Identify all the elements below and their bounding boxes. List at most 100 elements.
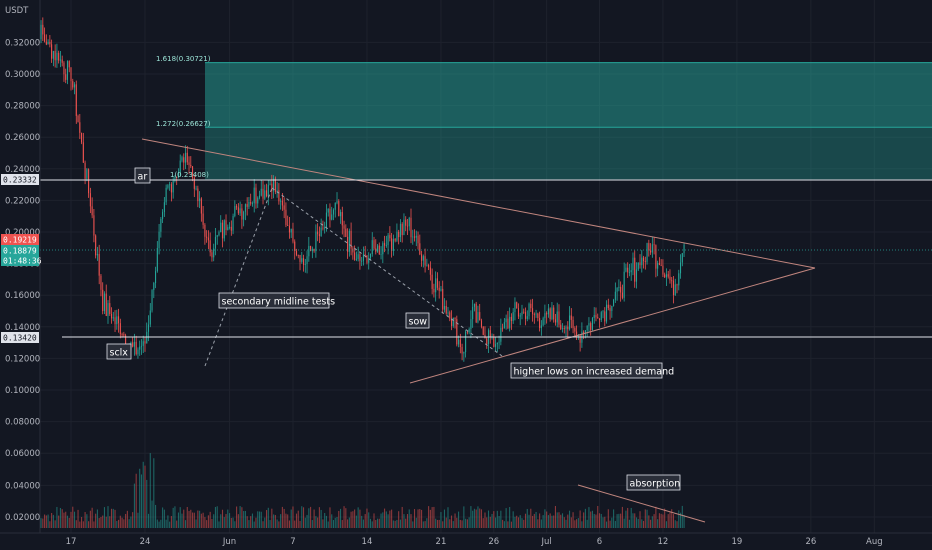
midline-up-dashed (204, 187, 273, 367)
volume-bar (479, 508, 481, 528)
volume-bar (288, 520, 290, 528)
annotation-sclx[interactable]: sclx (106, 343, 132, 360)
candle-body (436, 278, 438, 288)
descending-trendline[interactable] (141, 138, 816, 269)
candle-body (354, 252, 356, 260)
volume-bar (103, 507, 106, 528)
candle-body (137, 349, 139, 355)
volume-bar (565, 519, 567, 528)
volume-bar (597, 505, 599, 528)
volume-bar (648, 515, 650, 528)
candle-body (176, 177, 178, 178)
volume-bar (345, 508, 347, 528)
svg-text:0.19219: 0.19219 (3, 236, 37, 245)
candle-body (574, 328, 576, 332)
volume-bar (174, 506, 176, 528)
candle-body (193, 177, 195, 189)
candle-body (357, 254, 359, 259)
volume-bar (422, 521, 424, 528)
candle-body (405, 219, 407, 226)
ascending-trendline[interactable] (409, 267, 816, 384)
candle-body (650, 250, 652, 253)
candle-body (283, 205, 285, 210)
volume-bar (524, 513, 527, 528)
candle-body (172, 181, 174, 193)
candle-body (91, 206, 93, 216)
annotation-absorption[interactable]: absorption (626, 474, 681, 491)
candle-body (331, 214, 333, 220)
volume-bar (528, 514, 530, 528)
volume-bar (246, 516, 248, 528)
volume-bar (424, 521, 426, 528)
volume-bar (304, 517, 306, 528)
volume-bar (116, 520, 118, 528)
candle-body (442, 288, 444, 310)
volume-bar (211, 518, 213, 528)
volume-bar (459, 519, 461, 528)
volume-bar (73, 511, 76, 528)
volume-bar (389, 510, 391, 528)
volume-bar (523, 519, 525, 528)
candle-body (493, 336, 495, 347)
svg-text:sow: sow (409, 317, 428, 328)
svg-text:0.18879: 0.18879 (3, 247, 37, 256)
volume-bar (496, 510, 498, 528)
candle-body (657, 262, 659, 269)
candle-body (424, 256, 426, 266)
volume-bar (572, 512, 574, 528)
volume-bar (121, 517, 123, 528)
candle-body (507, 318, 509, 329)
volume-bar (162, 507, 164, 528)
candle-body (466, 331, 468, 333)
candle-body (251, 203, 253, 205)
candle-body (288, 225, 290, 233)
volume-bar (280, 514, 282, 528)
volume-bar (593, 513, 595, 528)
volume-bar (45, 515, 47, 528)
candle-body (250, 202, 252, 204)
annotation-higher-lows[interactable]: higher lows on increased demand (510, 362, 674, 379)
volume-bar (509, 506, 511, 528)
candle-body (59, 59, 61, 61)
candle-body (373, 240, 375, 249)
volume-bar (142, 461, 144, 528)
candle-body (598, 318, 601, 321)
volume-bar (221, 509, 224, 528)
volume-bar (81, 517, 83, 528)
candle-body (607, 304, 609, 309)
x-tick-label: 19 (731, 537, 742, 547)
volume-trendline[interactable] (577, 484, 706, 523)
volume-bar (561, 513, 564, 528)
candle-body (369, 254, 372, 258)
candle-body (443, 305, 446, 310)
candle-body (435, 278, 437, 293)
annotation-sow[interactable]: sow (405, 312, 430, 329)
volume-bar (507, 521, 509, 528)
volume-bar (521, 518, 523, 528)
candle-body (421, 254, 423, 261)
candle-body (563, 328, 565, 329)
volume-bar (155, 504, 157, 528)
volume-bar (362, 519, 364, 528)
candle-body (347, 236, 349, 252)
volume-bar (165, 519, 167, 528)
volume-bar (82, 521, 84, 528)
fib-zone-upper (205, 62, 932, 128)
candle-body (320, 227, 322, 236)
annotation-ar[interactable]: ar (134, 167, 151, 184)
volume-bar (220, 514, 222, 528)
volume-bar (88, 521, 90, 528)
candle-body (530, 303, 532, 309)
volume-bar (318, 507, 320, 528)
candle-body (572, 319, 574, 329)
candle-body (664, 274, 666, 278)
candle-body (285, 209, 287, 225)
volume-bar (574, 520, 576, 528)
volume-bar (618, 513, 620, 528)
volume-bar (229, 513, 231, 528)
volume-bar (553, 515, 555, 528)
annotation-secondary-midline-tests[interactable]: secondary midline tests (218, 292, 335, 309)
candle-body (621, 292, 623, 298)
volume-bar (264, 517, 266, 528)
